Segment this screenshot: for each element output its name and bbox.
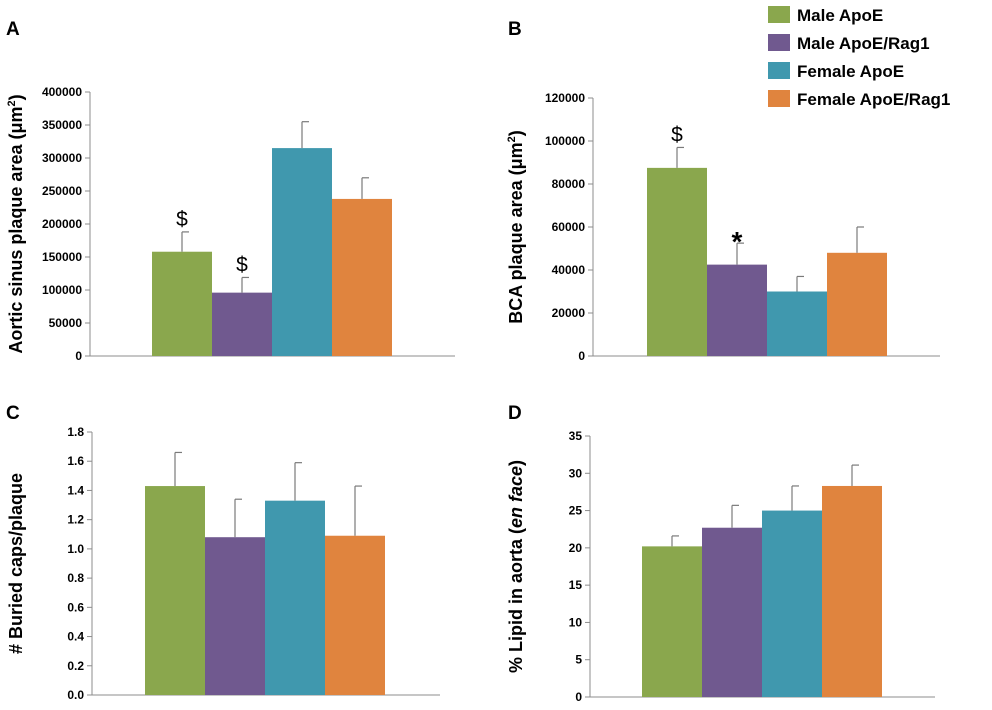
significance-mark-a-2: $ xyxy=(236,253,248,276)
y-tick-label-b: 120000 xyxy=(545,91,585,105)
y-tick-label-a: 100000 xyxy=(42,283,82,297)
y-tick-label-a: 400000 xyxy=(42,85,82,99)
y-tick-label-c: 1.6 xyxy=(67,454,84,468)
bar-a-3 xyxy=(272,148,332,356)
panel-label-d: D xyxy=(508,403,522,424)
bar-a-1 xyxy=(152,251,212,356)
bar-b-3 xyxy=(767,291,827,356)
y-tick-label-c: 0.6 xyxy=(67,600,84,614)
chart-b: 0 20000 40000 60000 80000 100000 120000 BCA pla… xyxy=(506,91,940,363)
chart-d: 0 5 10 15 20 25 30 35 % Lipid in aorta (en face) xyxy=(506,429,935,704)
panel-label-c: C xyxy=(6,403,20,424)
legend-label-female-apoe: Female ApoE xyxy=(797,62,904,81)
y-axis-label-d: % Lipid in aorta (en face) xyxy=(506,460,526,673)
y-tick-label-b: 40000 xyxy=(552,263,586,277)
y-tick-label-c: 0.0 xyxy=(67,688,84,702)
y-tick-label-b: 60000 xyxy=(552,220,586,234)
legend-swatch-male-apoe xyxy=(768,6,790,23)
bar-d-1 xyxy=(642,546,702,697)
significance-mark-a-1: $ xyxy=(176,208,188,231)
panel-label-b: B xyxy=(508,19,522,40)
y-tick-label-d: 10 xyxy=(569,615,583,629)
y-tick-label-d: 0 xyxy=(575,690,582,704)
legend-label-male-apoe: Male ApoE xyxy=(797,6,883,25)
significance-mark-b-2: * xyxy=(732,226,743,257)
y-tick-label-a: 350000 xyxy=(42,118,82,132)
y-tick-label-d: 15 xyxy=(569,578,583,592)
y-tick-label-a: 250000 xyxy=(42,184,82,198)
bar-c-3 xyxy=(265,500,325,695)
bar-c-4 xyxy=(325,535,385,695)
y-tick-label-d: 5 xyxy=(575,653,582,667)
bar-b-1 xyxy=(647,167,707,356)
y-tick-label-c: 0.4 xyxy=(67,630,84,644)
y-axis-label-a: Aortic sinus plaque area (μm2) xyxy=(6,94,26,353)
y-axis-label-b: BCA plaque area (μm2) xyxy=(506,130,526,324)
y-tick-label-a: 50000 xyxy=(49,316,83,330)
bar-c-2 xyxy=(205,537,265,695)
y-tick-label-a: 0 xyxy=(75,349,82,363)
legend-label-male-apoe-rag1: Male ApoE/Rag1 xyxy=(797,34,930,53)
y-tick-label-b: 0 xyxy=(578,349,585,363)
bar-c-1 xyxy=(145,486,205,695)
y-tick-label-d: 25 xyxy=(569,504,583,518)
y-tick-label-d: 20 xyxy=(569,541,583,555)
y-tick-label-d: 30 xyxy=(569,466,583,480)
y-tick-label-a: 300000 xyxy=(42,151,82,165)
bar-d-2 xyxy=(702,527,762,697)
y-tick-label-d: 35 xyxy=(569,429,583,443)
y-tick-label-c: 0.8 xyxy=(67,571,84,585)
bar-b-4 xyxy=(827,252,887,356)
legend-swatch-female-apoe xyxy=(768,62,790,79)
y-tick-label-a: 200000 xyxy=(42,217,82,231)
y-tick-label-b: 80000 xyxy=(552,177,586,191)
y-tick-label-b: 20000 xyxy=(552,306,586,320)
chart-a: 0 50000 100000 150000 200000 250000 300000 3500… xyxy=(6,85,455,363)
legend-label-female-apoe-rag1: Female ApoE/Rag1 xyxy=(797,90,950,109)
legend: Male ApoE Male ApoE/Rag1 Female ApoE Fem… xyxy=(768,6,950,109)
y-tick-label-b: 100000 xyxy=(545,134,585,148)
chart-c: 0.0 0.2 0.4 0.6 0.8 1.0 1.2 1.4 1.6 1.8 # Buried c… xyxy=(6,425,440,702)
bar-d-4 xyxy=(822,485,882,697)
bar-d-3 xyxy=(762,510,822,697)
legend-swatch-female-apoe-rag1 xyxy=(768,90,790,107)
y-axis-label-c: # Buried caps/plaque xyxy=(6,473,26,654)
y-tick-label-c: 1.4 xyxy=(67,483,84,497)
charts: 0500001000001500002000002500003000003500… xyxy=(6,85,940,704)
y-tick-label-c: 1.0 xyxy=(67,542,84,556)
y-tick-label-a: 150000 xyxy=(42,250,82,264)
bar-b-2 xyxy=(707,264,767,356)
bar-a-4 xyxy=(332,198,392,356)
y-tick-label-c: 1.8 xyxy=(67,425,84,439)
y-tick-label-c: 0.2 xyxy=(67,659,84,673)
legend-swatch-male-apoe-rag1 xyxy=(768,34,790,51)
bar-a-2 xyxy=(212,292,272,356)
panel-label-a: A xyxy=(6,19,20,40)
y-tick-label-c: 1.2 xyxy=(67,513,84,527)
significance-mark-b-1: $ xyxy=(671,123,683,146)
